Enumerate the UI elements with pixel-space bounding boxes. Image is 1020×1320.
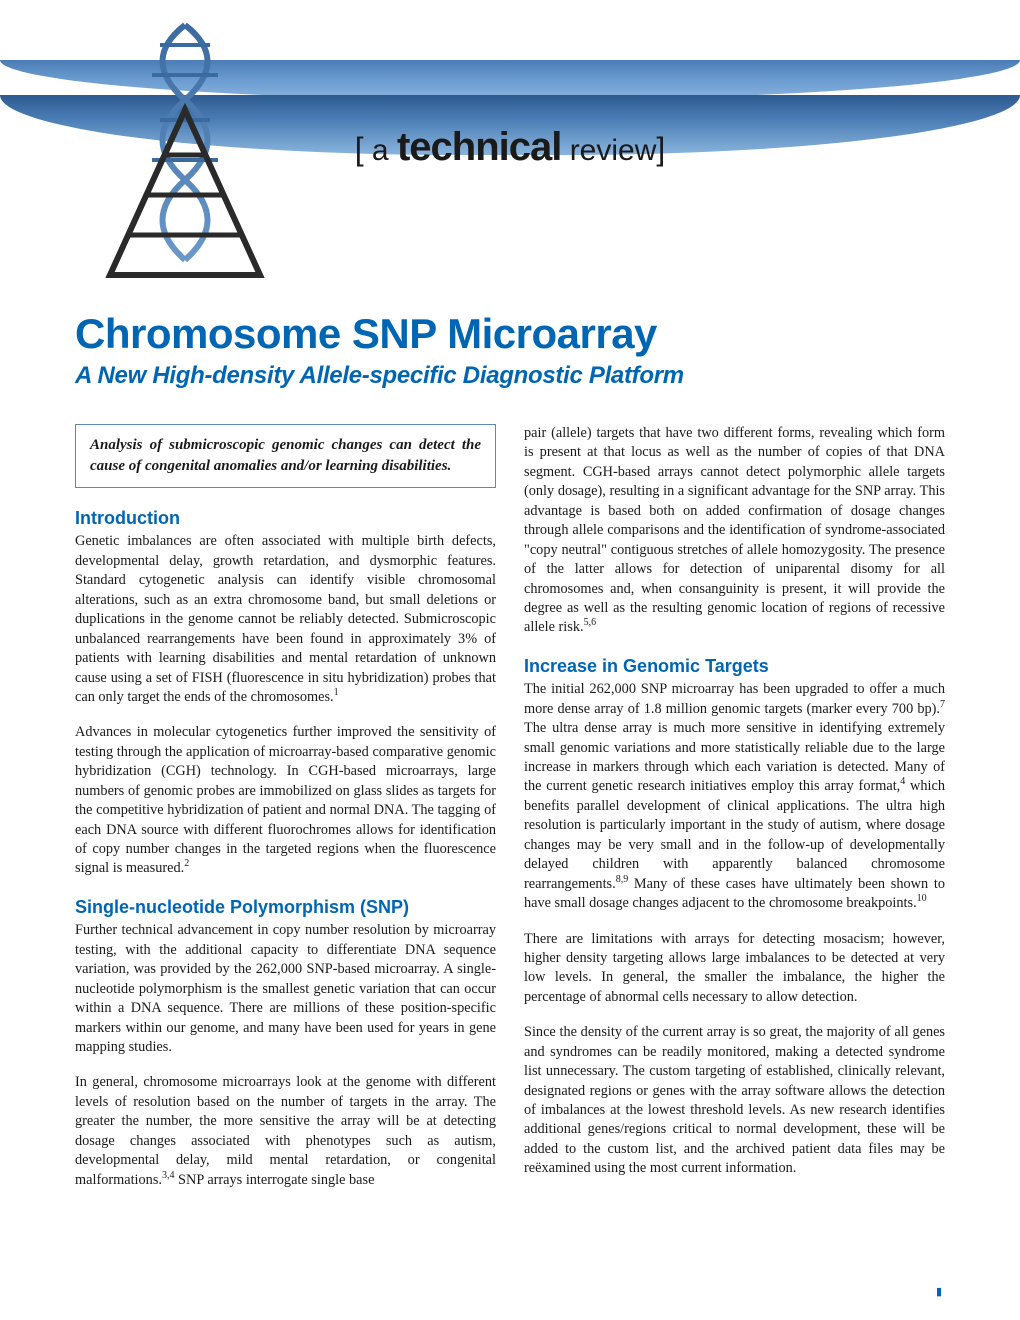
col2-paragraph-1: pair (allele) targets that have two diff… (524, 424, 945, 638)
page-title: Chromosome SNP Microarray (75, 310, 945, 358)
inc-paragraph-2: There are limitations with arrays for de… (524, 930, 945, 1008)
section-head-snp: Single-nucleotide Polymorphism (SNP) (75, 895, 496, 919)
citation-2: 2 (184, 859, 189, 870)
inc-p1a-text: The initial 262,000 SNP microarray has b… (524, 681, 945, 716)
snp-p2b-text: SNP arrays interrogate single base (174, 1172, 374, 1188)
banner-word-a: a (364, 134, 397, 167)
intro-paragraph-1: Genetic imbalances are often associated … (75, 532, 496, 707)
intro-p1-text: Genetic imbalances are often associated … (75, 533, 496, 705)
col2-p1-text: pair (allele) targets that have two diff… (524, 425, 945, 635)
two-column-layout: Analysis of submicroscopic genomic chang… (75, 424, 945, 1190)
snp-paragraph-1: Further technical advancement in copy nu… (75, 921, 496, 1057)
page-corner-marker: ▮ (936, 1285, 942, 1298)
citation-1: 1 (334, 687, 339, 698)
content-area: Chromosome SNP Microarray A New High-den… (75, 310, 945, 1190)
intro-p2-text: Advances in molecular cytogenetics furth… (75, 724, 496, 876)
citation-10: 10 (917, 893, 927, 904)
bracket-open: [ (355, 131, 364, 167)
inc-paragraph-1: The initial 262,000 SNP microarray has b… (524, 680, 945, 913)
dna-helix-icon (80, 20, 290, 290)
column-right: pair (allele) targets that have two diff… (524, 424, 945, 1190)
section-head-increase: Increase in Genomic Targets (524, 654, 945, 678)
bracket-close: ] (656, 131, 665, 167)
citation-5-6: 5,6 (584, 618, 597, 629)
inc-p1b-text: The ultra dense array is much more sensi… (524, 720, 945, 794)
citation-3-4: 3,4 (162, 1170, 175, 1181)
page-subtitle: A New High-density Allele-specific Diagn… (75, 362, 945, 390)
banner-word-technical: technical (397, 125, 561, 169)
citation-8-9: 8,9 (616, 874, 629, 885)
callout-box: Analysis of submicroscopic genomic chang… (75, 424, 496, 488)
inc-paragraph-3: Since the density of the current array i… (524, 1023, 945, 1179)
column-left: Analysis of submicroscopic genomic chang… (75, 424, 496, 1190)
section-head-introduction: Introduction (75, 506, 496, 530)
banner-word-review: review (561, 134, 656, 167)
intro-paragraph-2: Advances in molecular cytogenetics furth… (75, 723, 496, 879)
snp-paragraph-2: In general, chromosome microarrays look … (75, 1073, 496, 1190)
citation-7: 7 (940, 699, 945, 710)
